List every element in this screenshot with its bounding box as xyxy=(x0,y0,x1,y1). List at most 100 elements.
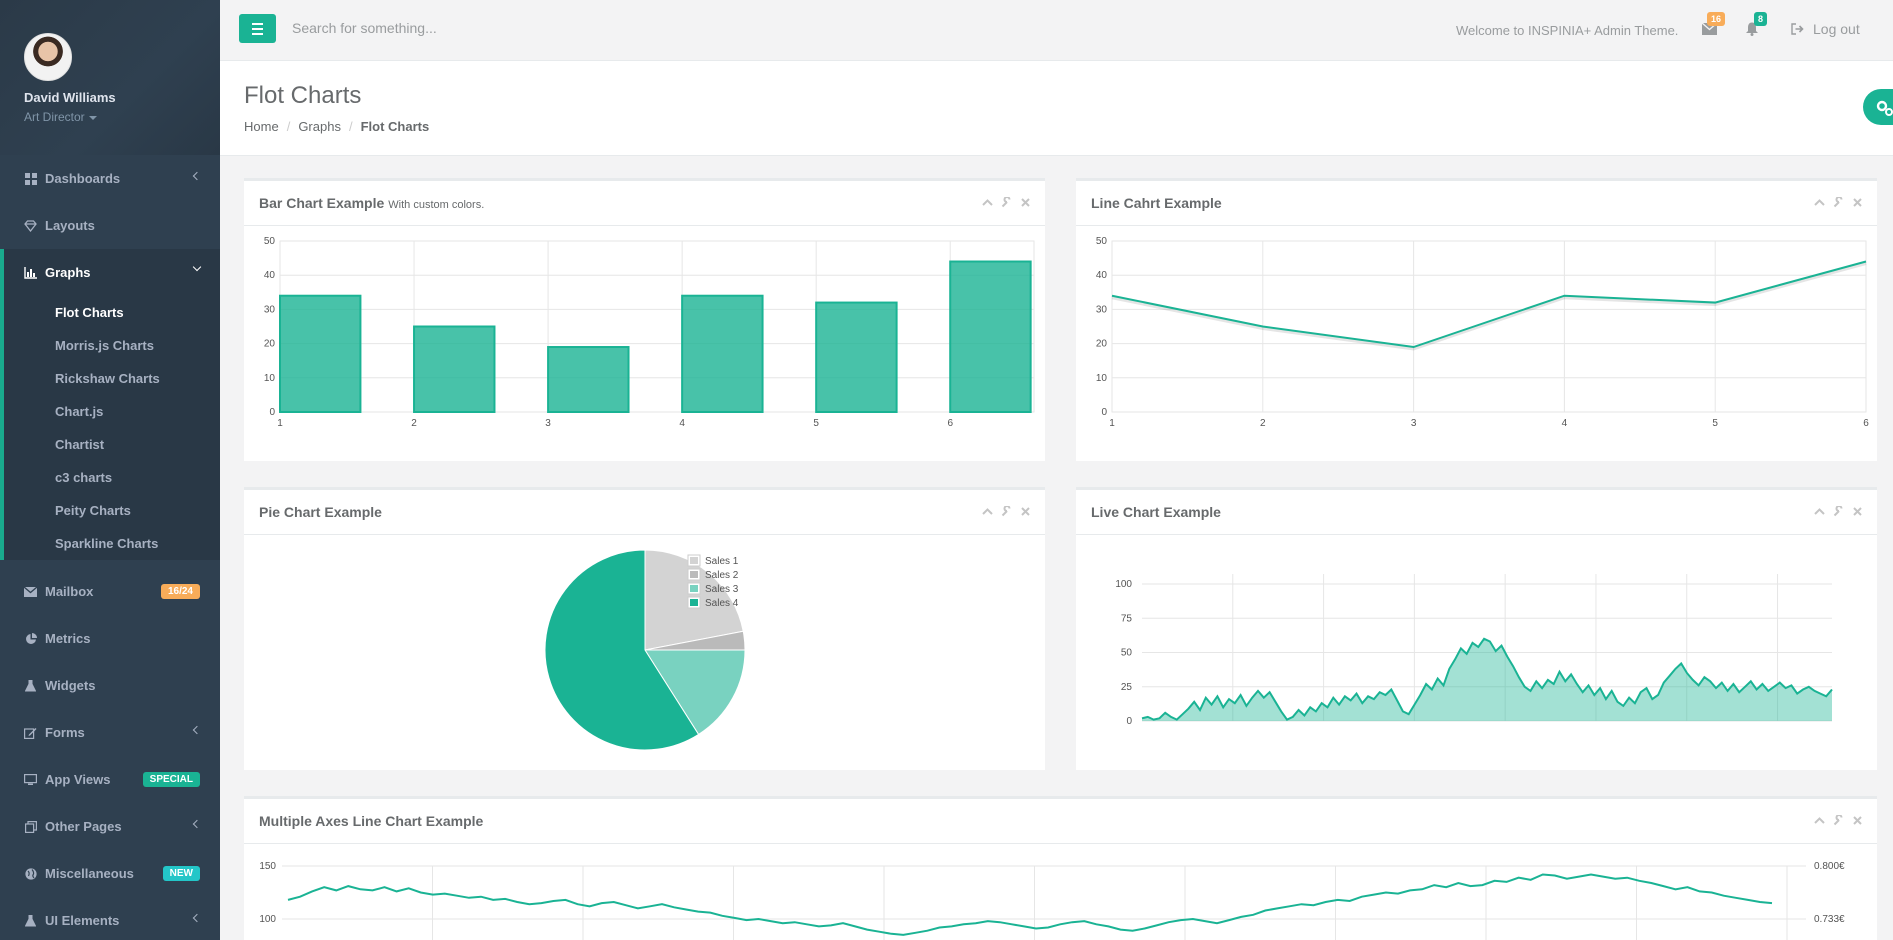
sidebar-item-label: Miscellaneous xyxy=(45,866,134,881)
submenu-item-chartjs[interactable]: Chart.js xyxy=(55,404,104,419)
legend-swatch xyxy=(690,557,698,564)
x-tick-label: 6 xyxy=(1863,418,1869,429)
panel-title: Pie Chart Example xyxy=(259,504,382,520)
x-tick-label: 6 xyxy=(947,418,953,429)
caret-down-icon xyxy=(88,115,97,120)
legend-label: Sales 3 xyxy=(705,584,739,595)
y-tick-label-left: 100 xyxy=(259,914,276,925)
theme-settings-button[interactable] xyxy=(1863,89,1893,125)
sidebar-item-miscellaneous[interactable]: Miscellaneous NEW xyxy=(0,850,220,897)
sidebar-item-forms[interactable]: Forms xyxy=(0,709,220,756)
live-chart-panel: Live Chart Example 0 25 50 75 100 xyxy=(1076,487,1877,770)
sidebar-item-label: Mailbox xyxy=(45,584,94,599)
y-tick-label: 50 xyxy=(1096,236,1108,247)
submenu-item-c3-charts[interactable]: c3 charts xyxy=(55,470,113,485)
multi-axes-chart-panel: Multiple Axes Line Chart Example 100 150 0… xyxy=(244,796,1877,940)
line-chart-panel: Line Cahrt Example 0 10 20 30 40 50 1 2 3 4 5 6 xyxy=(1076,178,1877,461)
sidebar-group-graphs: Graphs Flot Charts Morris.js Charts Rick… xyxy=(0,249,220,560)
breadcrumb-separator: / xyxy=(348,119,353,134)
sidebar-item-label: Layouts xyxy=(45,218,95,233)
sidebar-item-label: Dashboards xyxy=(45,171,121,186)
wrench-icon[interactable] xyxy=(1833,815,1844,826)
y-tick-label: 40 xyxy=(1096,270,1108,281)
legend-label: Sales 1 xyxy=(705,556,739,567)
pie-slice xyxy=(644,649,746,736)
series-line xyxy=(287,873,1773,936)
sidebar-item-label: Graphs xyxy=(45,265,91,280)
series-line xyxy=(1141,637,1833,721)
x-tick-label: 4 xyxy=(1562,418,1568,429)
sidebar-item-graphs[interactable]: Graphs xyxy=(4,249,220,296)
sidebar-item-widgets[interactable]: Widgets xyxy=(0,662,220,709)
panel-title: Live Chart Example xyxy=(1091,504,1221,520)
logout-link[interactable]: Log out xyxy=(1813,21,1860,37)
page-title: Flot Charts xyxy=(244,82,362,109)
sidebar-item-layouts[interactable]: Layouts xyxy=(0,202,220,249)
submenu-item-flot-charts[interactable]: Flot Charts xyxy=(55,305,124,320)
submenu-item-peity-charts[interactable]: Peity Charts xyxy=(55,503,131,518)
sign-out-icon xyxy=(1791,22,1807,36)
th-large-icon xyxy=(24,172,37,185)
close-icon[interactable] xyxy=(1020,197,1031,208)
chevron-up-icon[interactable] xyxy=(1814,197,1825,208)
legend-swatch xyxy=(690,585,698,592)
submenu-item-chartist[interactable]: Chartist xyxy=(55,437,105,452)
sidebar-item-app-views[interactable]: App Views SPECIAL xyxy=(0,756,220,803)
plot-border xyxy=(1111,240,1867,413)
chevron-up-icon[interactable] xyxy=(982,506,993,517)
area-fill xyxy=(1142,638,1832,721)
x-tick-label: 3 xyxy=(1411,418,1417,429)
plot-border xyxy=(279,240,1035,413)
close-icon[interactable] xyxy=(1852,815,1863,826)
sidebar-item-dashboards[interactable]: Dashboards xyxy=(0,155,220,202)
breadcrumb: Home / Graphs / Flot Charts xyxy=(244,119,429,134)
mail-count-badge: 16 xyxy=(1707,12,1726,26)
submenu-item-morris-charts[interactable]: Morris.js Charts xyxy=(55,338,154,353)
panel-header: Pie Chart Example xyxy=(244,490,1045,535)
chevron-left-icon xyxy=(192,913,202,923)
wrench-icon[interactable] xyxy=(1001,197,1012,208)
profile-role-label: Art Director xyxy=(24,110,85,124)
close-icon[interactable] xyxy=(1852,197,1863,208)
sidebar-item-label: UI Elements xyxy=(45,913,120,928)
chevron-up-icon[interactable] xyxy=(982,197,993,208)
notification-count-badge: 8 xyxy=(1754,12,1768,26)
diamond-icon xyxy=(24,219,37,232)
wrench-icon[interactable] xyxy=(1833,506,1844,517)
sidebar-item-metrics[interactable]: Metrics xyxy=(0,615,220,662)
sidebar-item-ui-elements[interactable]: UI Elements xyxy=(0,897,220,940)
profile-role-dropdown[interactable]: Art Director xyxy=(24,110,220,124)
submenu-item-sparkline-charts[interactable]: Sparkline Charts xyxy=(55,536,159,551)
y-tick-label: 0 xyxy=(269,407,275,418)
panel-tools xyxy=(1814,815,1863,826)
wrench-icon[interactable] xyxy=(1001,506,1012,517)
y-tick-label-left: 150 xyxy=(259,861,276,872)
avatar[interactable] xyxy=(24,33,72,81)
close-icon[interactable] xyxy=(1020,506,1031,517)
submenu-item-rickshaw-charts[interactable]: Rickshaw Charts xyxy=(55,371,160,386)
sidebar-toggle-button[interactable] xyxy=(239,14,276,43)
bar-chart-icon xyxy=(24,266,37,279)
search-input[interactable] xyxy=(292,20,692,36)
wrench-icon[interactable] xyxy=(1833,197,1844,208)
hamburger-icon-line xyxy=(252,22,263,25)
breadcrumb-home[interactable]: Home xyxy=(244,119,279,134)
sidebar-item-mailbox[interactable]: Mailbox 16/24 xyxy=(0,568,220,615)
hamburger-icon-line xyxy=(252,27,263,30)
sidebar: David Williams Art Director Dashboards L… xyxy=(0,0,220,940)
page-heading: Flot Charts Home / Graphs / Flot Charts xyxy=(220,61,1893,156)
cogs-icon xyxy=(1876,100,1893,116)
chevron-up-icon[interactable] xyxy=(1814,506,1825,517)
x-tick-label: 5 xyxy=(813,418,819,429)
panel-tools xyxy=(1814,506,1863,517)
sidebar-item-other-pages[interactable]: Other Pages xyxy=(0,803,220,850)
chevron-up-icon[interactable] xyxy=(1814,815,1825,826)
hamburger-icon-line xyxy=(252,32,263,35)
breadcrumb-graphs[interactable]: Graphs xyxy=(298,119,341,134)
profile-name: David Williams xyxy=(24,90,116,105)
legend-swatch xyxy=(690,571,698,578)
welcome-message: Welcome to INSPINIA+ Admin Theme. xyxy=(1456,23,1679,38)
bar xyxy=(547,346,630,413)
close-icon[interactable] xyxy=(1852,506,1863,517)
